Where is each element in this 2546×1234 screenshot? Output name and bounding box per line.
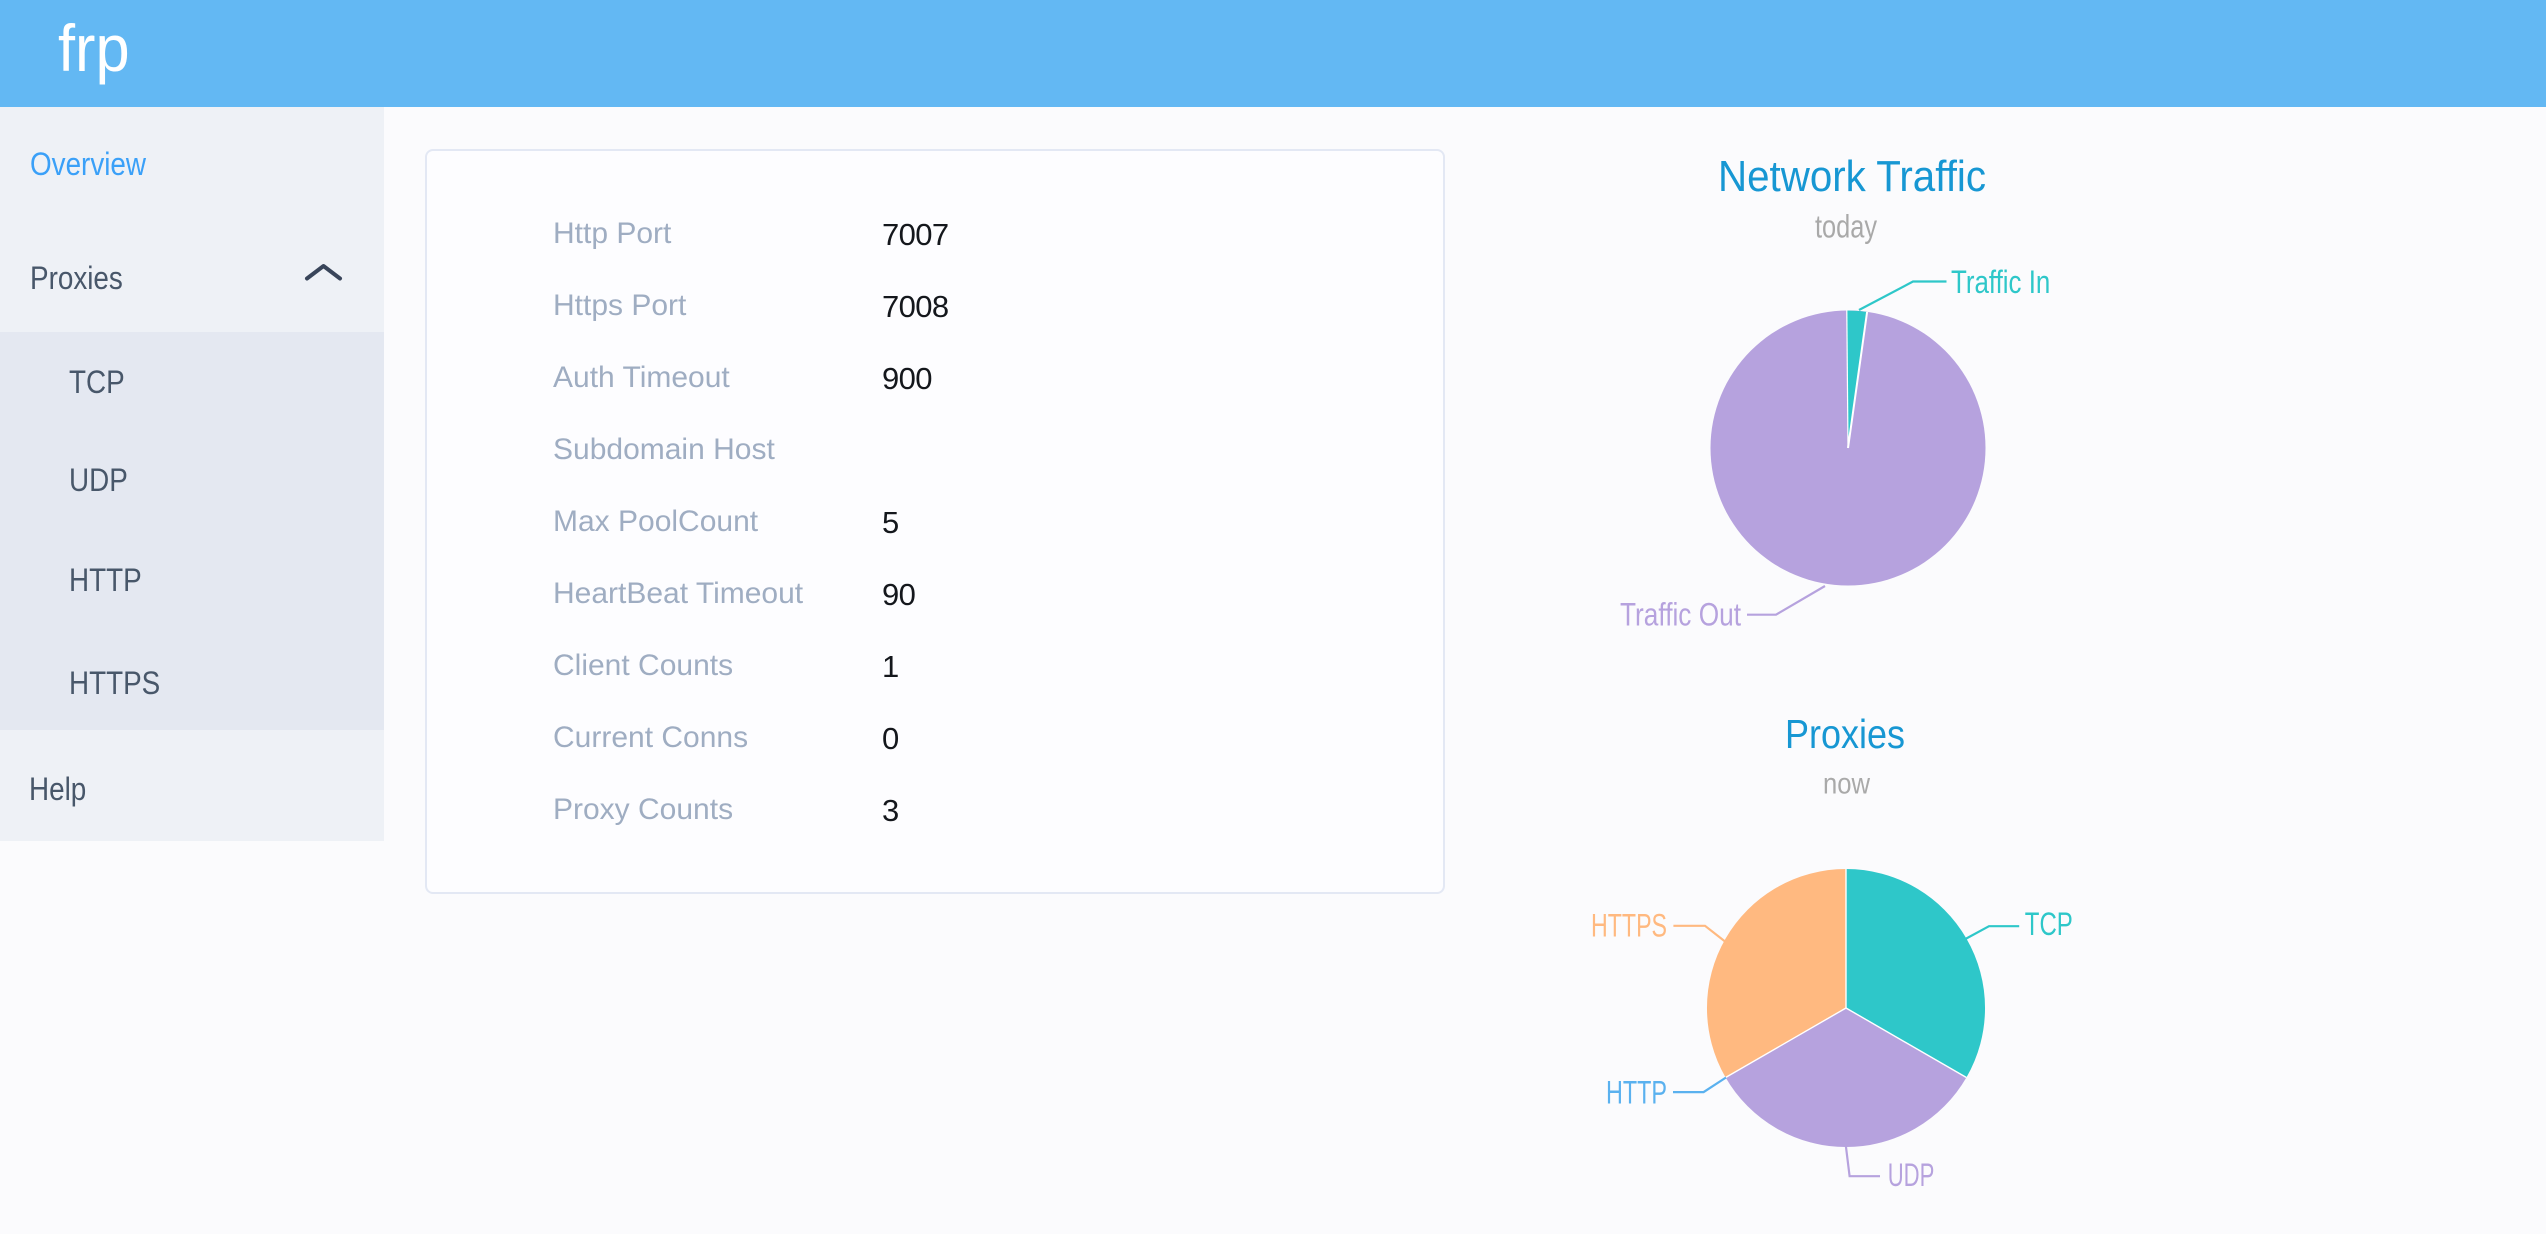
svg-text:Traffic Out: Traffic Out <box>1620 596 1741 632</box>
svg-text:UDP: UDP <box>1888 1157 1935 1193</box>
svg-text:Proxies: Proxies <box>1785 711 1905 757</box>
svg-text:TCP: TCP <box>2025 906 2073 942</box>
svg-text:HTTP: HTTP <box>1606 1074 1667 1110</box>
svg-text:Traffic In: Traffic In <box>1951 264 2050 300</box>
svg-text:HTTPS: HTTPS <box>1591 907 1667 943</box>
svg-text:now: now <box>1823 768 1870 801</box>
svg-text:Network Traffic: Network Traffic <box>1718 152 1986 201</box>
svg-text:today: today <box>1815 209 1877 245</box>
